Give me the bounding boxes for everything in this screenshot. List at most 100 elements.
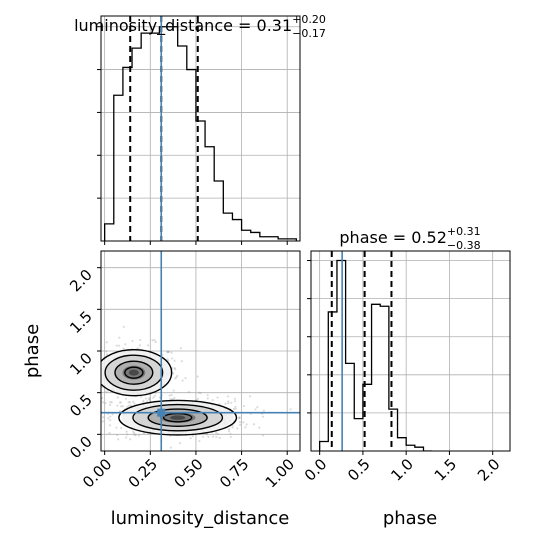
scatter-point (120, 426, 123, 430)
x-axis-label-luminosity-distance: luminosity_distance (111, 508, 290, 529)
x-tick-label: 0.25 (125, 455, 161, 491)
scatter-point (168, 394, 171, 397)
scatter-point (147, 398, 150, 401)
scatter-point (87, 373, 89, 375)
scatter-point (167, 359, 170, 362)
title-subscript: −0.17 (292, 27, 326, 40)
contour-line (114, 360, 154, 385)
scatter-point (118, 401, 121, 404)
title-main-text: luminosity_distance = 0.31 (74, 16, 292, 36)
scatter-point (86, 372, 88, 374)
scatter-point (93, 366, 95, 368)
scatter-point (96, 376, 98, 378)
y-axis-label-phase: phase (22, 324, 43, 378)
scatter-point (97, 383, 99, 385)
contour-line (104, 354, 164, 391)
scatter-point (109, 401, 112, 404)
scatter-point (97, 356, 99, 358)
y-tick-label: 1.0 (66, 349, 96, 379)
grid-lines (101, 16, 300, 241)
scatter-point (119, 401, 123, 404)
scatter-point (94, 416, 96, 418)
x-tick-label: 0.75 (216, 455, 252, 491)
scatter-point (109, 415, 112, 418)
x-tick-label: 0.5 (344, 455, 374, 485)
scatter-point (121, 405, 124, 408)
scatter-point (153, 338, 156, 342)
scatter-point (154, 340, 157, 344)
scatter-point (166, 358, 169, 361)
tick-marks (307, 260, 494, 455)
scatter-point (230, 401, 233, 404)
scatter-point (181, 379, 184, 382)
scatter-point (110, 401, 113, 404)
scatter-point (125, 430, 128, 433)
scatter-point (226, 395, 230, 398)
scatter-point (231, 426, 234, 429)
scatter-point (140, 395, 143, 399)
scatter-point (53, 355, 55, 357)
scatter-point (142, 399, 145, 402)
scatter-point (88, 429, 90, 431)
scatter-point (184, 377, 187, 380)
scatter-point (171, 357, 174, 360)
scatter-point (216, 432, 219, 436)
scatter-point (179, 347, 182, 350)
title-superscript: +0.20 (292, 13, 326, 26)
scatter-point (118, 336, 121, 339)
density-contours (101, 348, 238, 436)
scatter-point (242, 421, 245, 424)
title-main-text: phase = 0.52 (339, 228, 446, 247)
scatter-point (152, 396, 155, 399)
scatter-point (236, 427, 239, 430)
scatter-point (191, 434, 194, 438)
panel-frame (310, 250, 511, 452)
scatter-point (252, 423, 256, 426)
scatter-point (172, 372, 175, 375)
contour-line (124, 366, 144, 379)
scatter-point (144, 397, 147, 400)
scatter-point (261, 415, 265, 418)
scatter-point (93, 354, 95, 356)
panel-background (101, 16, 300, 241)
scatter-point (224, 402, 227, 405)
scatter-point (139, 338, 142, 342)
contour-line (162, 412, 193, 423)
scatter-point (117, 344, 121, 347)
x-axis-label-phase: phase (383, 508, 437, 529)
scatter-point (151, 339, 154, 342)
scatter-point (256, 406, 259, 409)
scatter-point (202, 435, 205, 438)
tick-marks (97, 267, 288, 455)
scatter-point (105, 341, 108, 344)
x-tick-label: 1.5 (431, 455, 461, 485)
luminosity-distance-histogram-panel: luminosity_distance = 0.31+0.20 −0.17 (74, 13, 326, 245)
scatter-point (128, 404, 131, 407)
scatter-point (233, 397, 237, 400)
scatter-point (87, 377, 89, 379)
scatter-point (196, 397, 200, 400)
scatter-point (207, 435, 210, 438)
scatter-point (147, 344, 150, 347)
scatter-point (229, 435, 232, 439)
scatter-point (167, 350, 170, 354)
scatter-point (120, 405, 123, 408)
scatter-point (244, 426, 247, 429)
y-tick-label: 2.0 (66, 266, 96, 296)
scatter-point (98, 383, 100, 385)
x-tick-label: 1.00 (262, 455, 298, 491)
scatter-point (242, 404, 245, 408)
scatter-point (238, 417, 241, 420)
scatter-point (173, 396, 176, 400)
scatter-point (93, 368, 95, 370)
scatter-point (84, 373, 86, 375)
y-tick-label: 1.5 (66, 307, 96, 337)
scatter-point (107, 417, 110, 420)
scatter-point (91, 355, 93, 357)
scatter-point (166, 351, 169, 354)
scatter-point (148, 397, 152, 401)
contour-line (101, 348, 173, 397)
scatter-point (137, 434, 141, 437)
scatter-point (126, 433, 129, 436)
